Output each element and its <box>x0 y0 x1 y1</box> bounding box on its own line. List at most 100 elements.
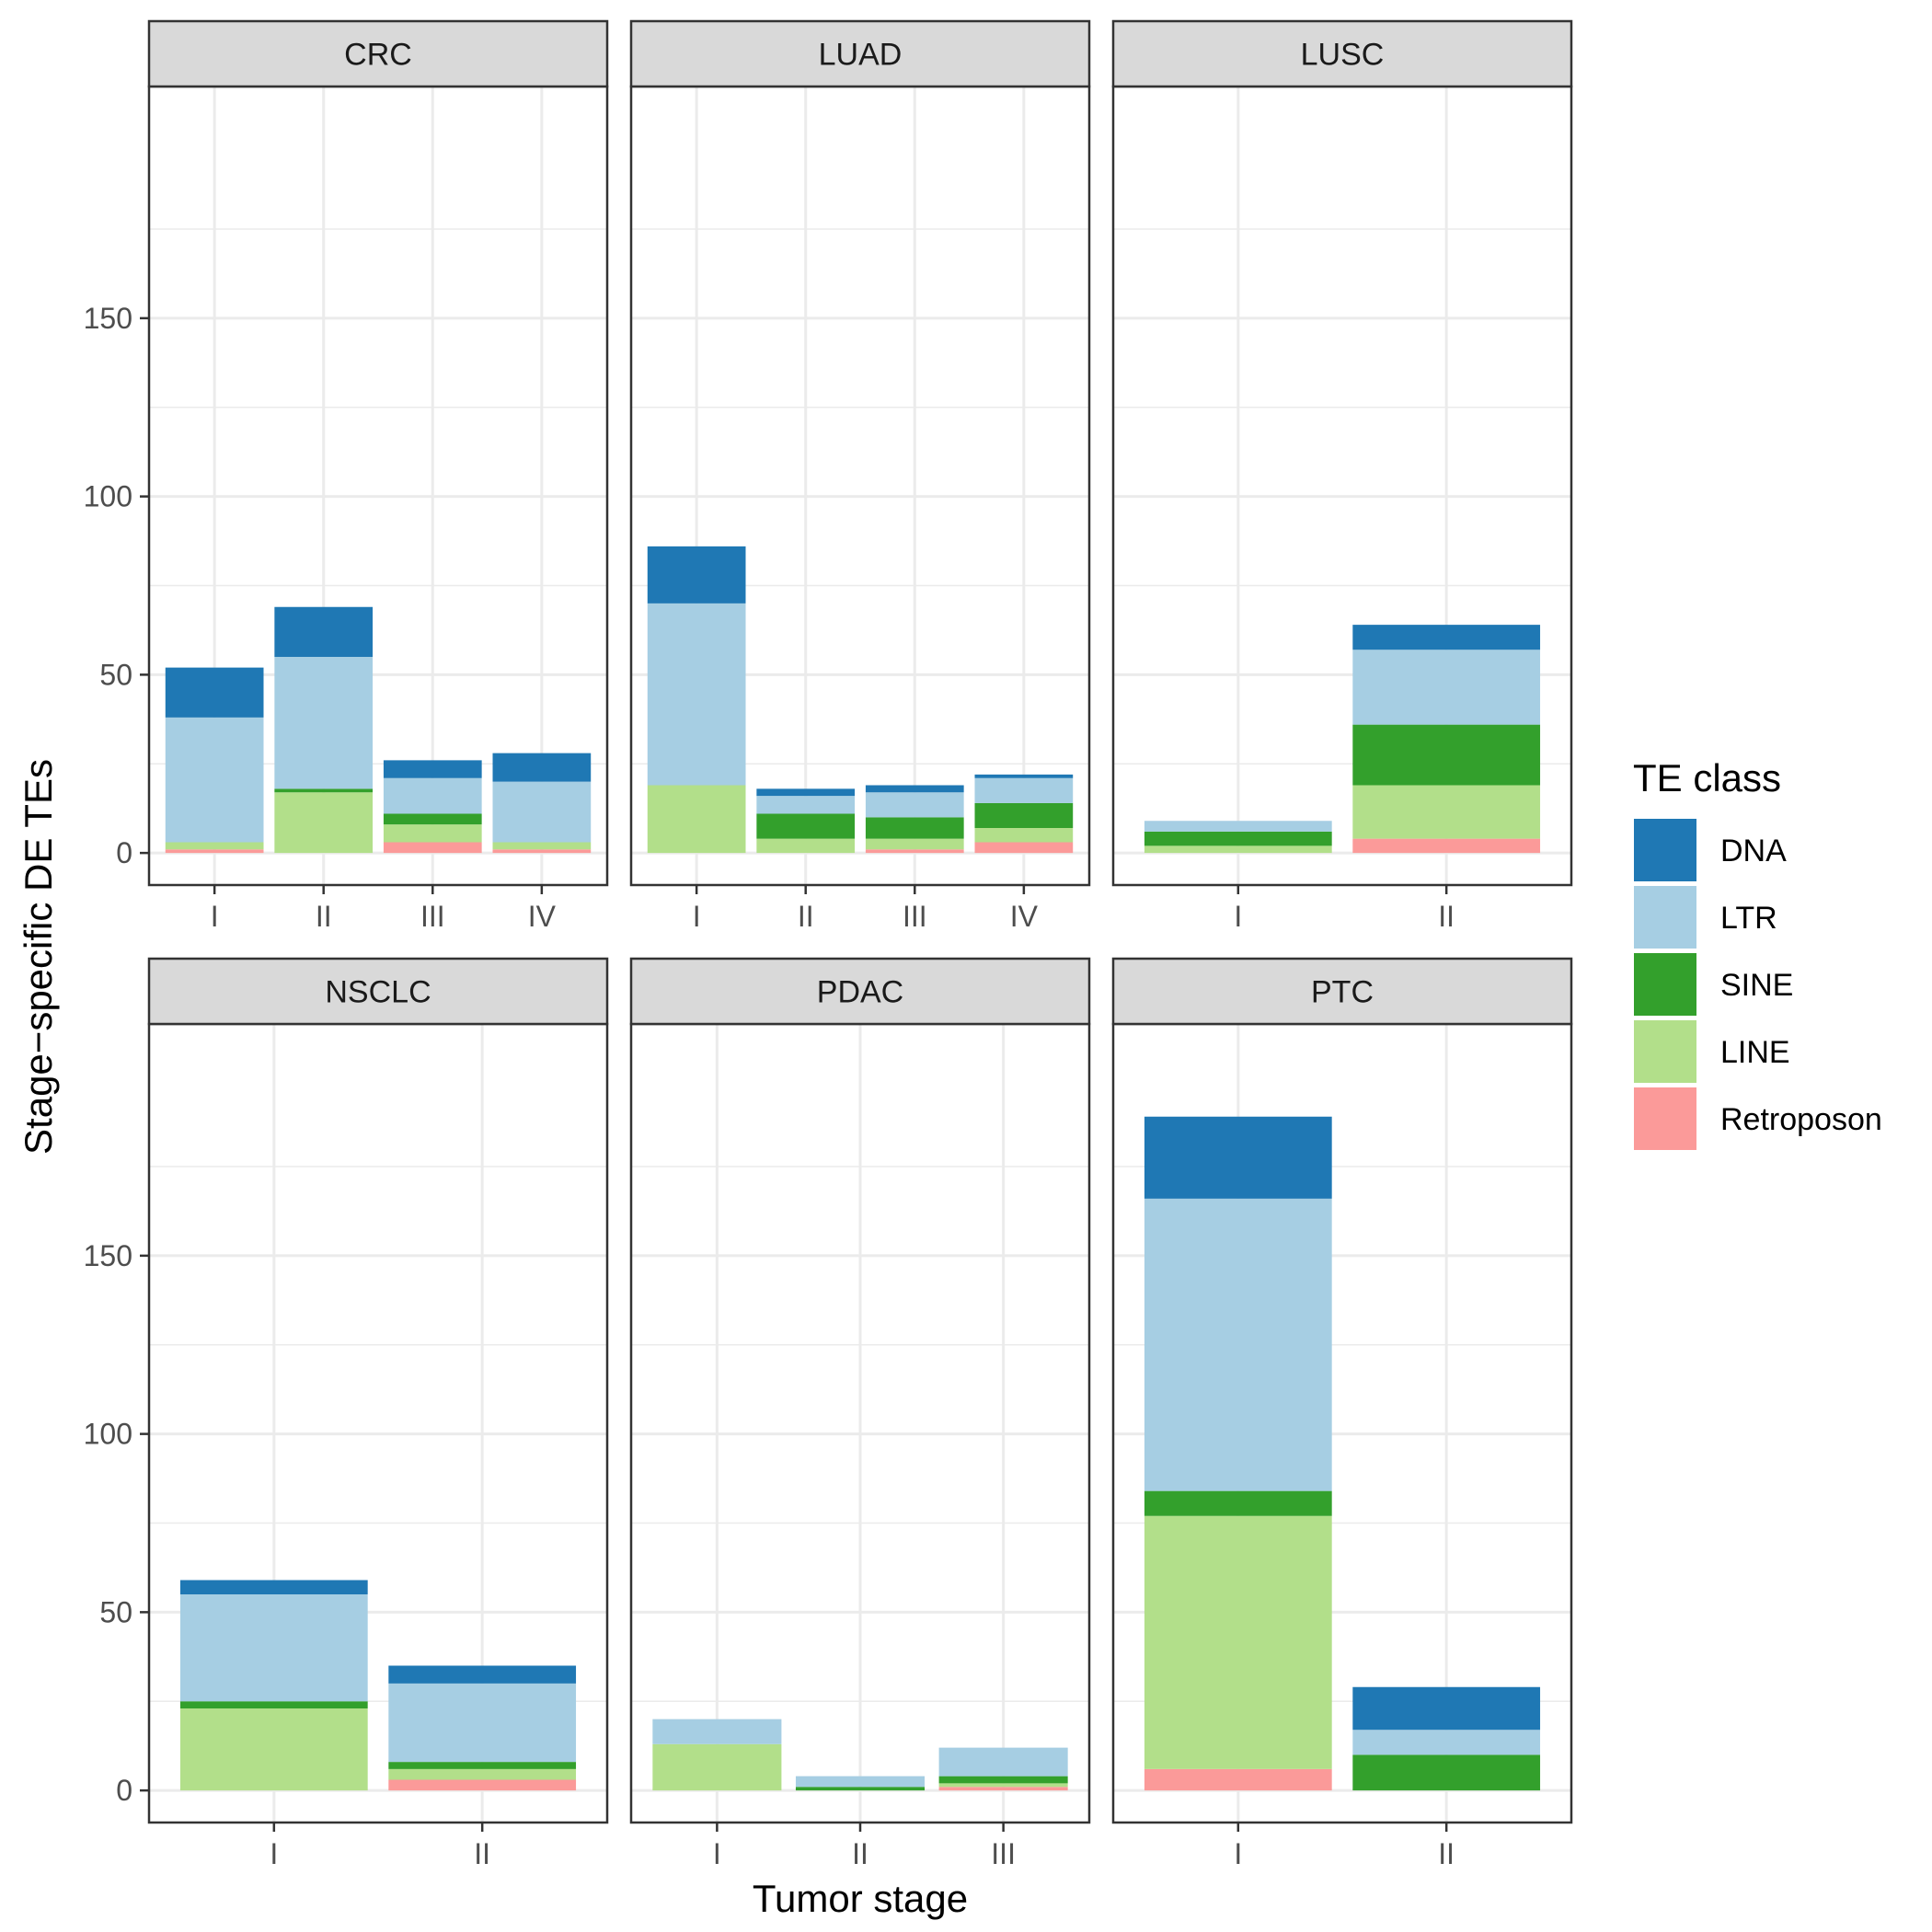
bar-segment-pdac-iii-retroposon <box>938 1787 1068 1791</box>
x-tick-label: II <box>798 900 814 933</box>
legend-title: TE class <box>1633 756 1781 799</box>
bar-segment-nsclc-ii-retroposon <box>388 1779 577 1791</box>
facet-strip <box>147 19 609 88</box>
facet-strip-label: LUAD <box>819 38 903 73</box>
bar-segment-luad-ii-sine <box>756 813 856 839</box>
legend-key-dna <box>1634 819 1696 881</box>
bar-segment-nsclc-ii-sine <box>388 1762 577 1769</box>
x-tick-label: IV <box>1010 900 1039 933</box>
bar-segment-pdac-iii-ltr <box>938 1747 1068 1777</box>
legend-label-line: LINE <box>1720 1035 1790 1070</box>
bar-segment-luad-iii-ltr <box>865 792 964 818</box>
bar-segment-crc-iv-dna <box>492 753 592 782</box>
y-tick-label: 0 <box>116 1774 132 1807</box>
bar-segment-luad-iv-ltr <box>974 777 1074 803</box>
legend-key-retroposon <box>1634 1087 1696 1150</box>
bar-segment-luad-iv-sine <box>974 802 1074 828</box>
facet-strip-label: LUSC <box>1301 38 1385 73</box>
x-tick-label: II <box>316 900 332 933</box>
bar-segment-lusc-i-ltr <box>1144 821 1332 832</box>
bar-segment-nsclc-i-ltr <box>179 1594 368 1702</box>
bar-segment-ptc-i-dna <box>1144 1116 1332 1199</box>
bar-segment-nsclc-ii-line <box>388 1768 577 1780</box>
bar-segment-nsclc-i-sine <box>179 1701 368 1708</box>
bar-segment-ptc-i-ltr <box>1144 1198 1332 1491</box>
x-tick-label: II <box>1438 900 1455 933</box>
bar-segment-luad-iv-line <box>974 828 1074 843</box>
y-tick-label: 150 <box>84 302 132 335</box>
x-tick-label: II <box>1438 1837 1455 1870</box>
bar-segment-nsclc-i-line <box>179 1708 368 1791</box>
legend-key-ltr <box>1634 886 1696 949</box>
x-tick-label: I <box>270 1837 278 1870</box>
x-tick-label: I <box>1234 900 1242 933</box>
bar-segment-crc-iv-retroposon <box>492 849 592 854</box>
bar-segment-nsclc-i-dna <box>179 1580 368 1594</box>
legend-label-sine: SINE <box>1720 968 1793 1003</box>
facet-strip <box>1111 19 1573 88</box>
y-tick-label: 100 <box>84 480 132 513</box>
bar-segment-crc-i-ltr <box>165 717 264 843</box>
bar-segment-lusc-ii-line <box>1352 785 1541 839</box>
bar-segment-luad-iii-sine <box>865 817 964 839</box>
y-tick-label: 50 <box>99 1595 132 1628</box>
bar-segment-crc-iii-dna <box>383 760 482 778</box>
legend-label-ltr: LTR <box>1720 901 1777 936</box>
bar-segment-pdac-iii-line <box>938 1783 1068 1788</box>
x-tick-label: II <box>474 1837 490 1870</box>
bar-segment-luad-iv-retroposon <box>974 842 1074 854</box>
bar-segment-ptc-ii-sine <box>1352 1754 1541 1791</box>
bar-segment-luad-iii-retroposon <box>865 849 964 854</box>
bar-segment-luad-i-dna <box>647 546 746 604</box>
legend-key-sine <box>1634 953 1696 1016</box>
bar-segment-luad-iii-line <box>865 838 964 850</box>
bar-segment-lusc-ii-dna <box>1352 625 1541 650</box>
bar-segment-pdac-iii-sine <box>938 1776 1068 1784</box>
legend-label-retroposon: Retroposon <box>1720 1102 1882 1137</box>
bar-segment-lusc-ii-retroposon <box>1352 838 1541 854</box>
axis-titles: Tumor stage Stage−specific DE TEs <box>17 759 968 1920</box>
bar-segment-nsclc-ii-ltr <box>388 1683 577 1763</box>
legend-key-line <box>1634 1020 1696 1083</box>
legend: TE class DNA LTR SINE LINE Retroposon <box>1633 756 1882 1150</box>
legend-label-dna: DNA <box>1720 834 1787 868</box>
bar-segment-luad-i-line <box>647 785 746 854</box>
bar-segment-crc-iii-retroposon <box>383 842 482 854</box>
facet-strip-label: NSCLC <box>325 975 431 1010</box>
bar-segment-lusc-i-sine <box>1144 831 1332 846</box>
facet-strip <box>1111 957 1573 1026</box>
bar-segment-pdac-i-line <box>652 1743 782 1791</box>
bar-segment-ptc-i-retroposon <box>1144 1768 1332 1791</box>
y-axis-title: Stage−specific DE TEs <box>17 759 60 1155</box>
facet-strip <box>147 957 609 1026</box>
bar-segment-pdac-i-ltr <box>652 1719 782 1744</box>
x-tick-label: III <box>903 900 927 933</box>
facet-strip <box>629 19 1091 88</box>
bar-segment-luad-ii-dna <box>756 788 856 797</box>
bar-segment-lusc-i-line <box>1144 845 1332 854</box>
bar-segment-crc-ii-dna <box>274 606 374 657</box>
bar-segment-pdac-ii-sine <box>795 1787 926 1791</box>
bar-segment-lusc-ii-ltr <box>1352 650 1541 725</box>
bar-segment-crc-i-line <box>165 842 264 850</box>
x-tick-label: I <box>713 1837 721 1870</box>
bar-segment-lusc-ii-sine <box>1352 724 1541 786</box>
bar-segment-luad-iv-dna <box>974 774 1074 778</box>
bar-segment-crc-ii-sine <box>274 788 374 793</box>
bar-segment-crc-iii-sine <box>383 813 482 825</box>
facet-strip-label: CRC <box>344 38 412 73</box>
bar-segment-crc-ii-line <box>274 792 374 854</box>
x-tick-label: III <box>420 900 445 933</box>
bar-segment-luad-i-ltr <box>647 603 746 786</box>
x-tick-label: I <box>693 900 701 933</box>
x-tick-label: I <box>211 900 219 933</box>
x-axis-title: Tumor stage <box>753 1877 968 1920</box>
bar-segment-ptc-i-line <box>1144 1515 1332 1769</box>
x-tick-label: II <box>852 1837 868 1870</box>
